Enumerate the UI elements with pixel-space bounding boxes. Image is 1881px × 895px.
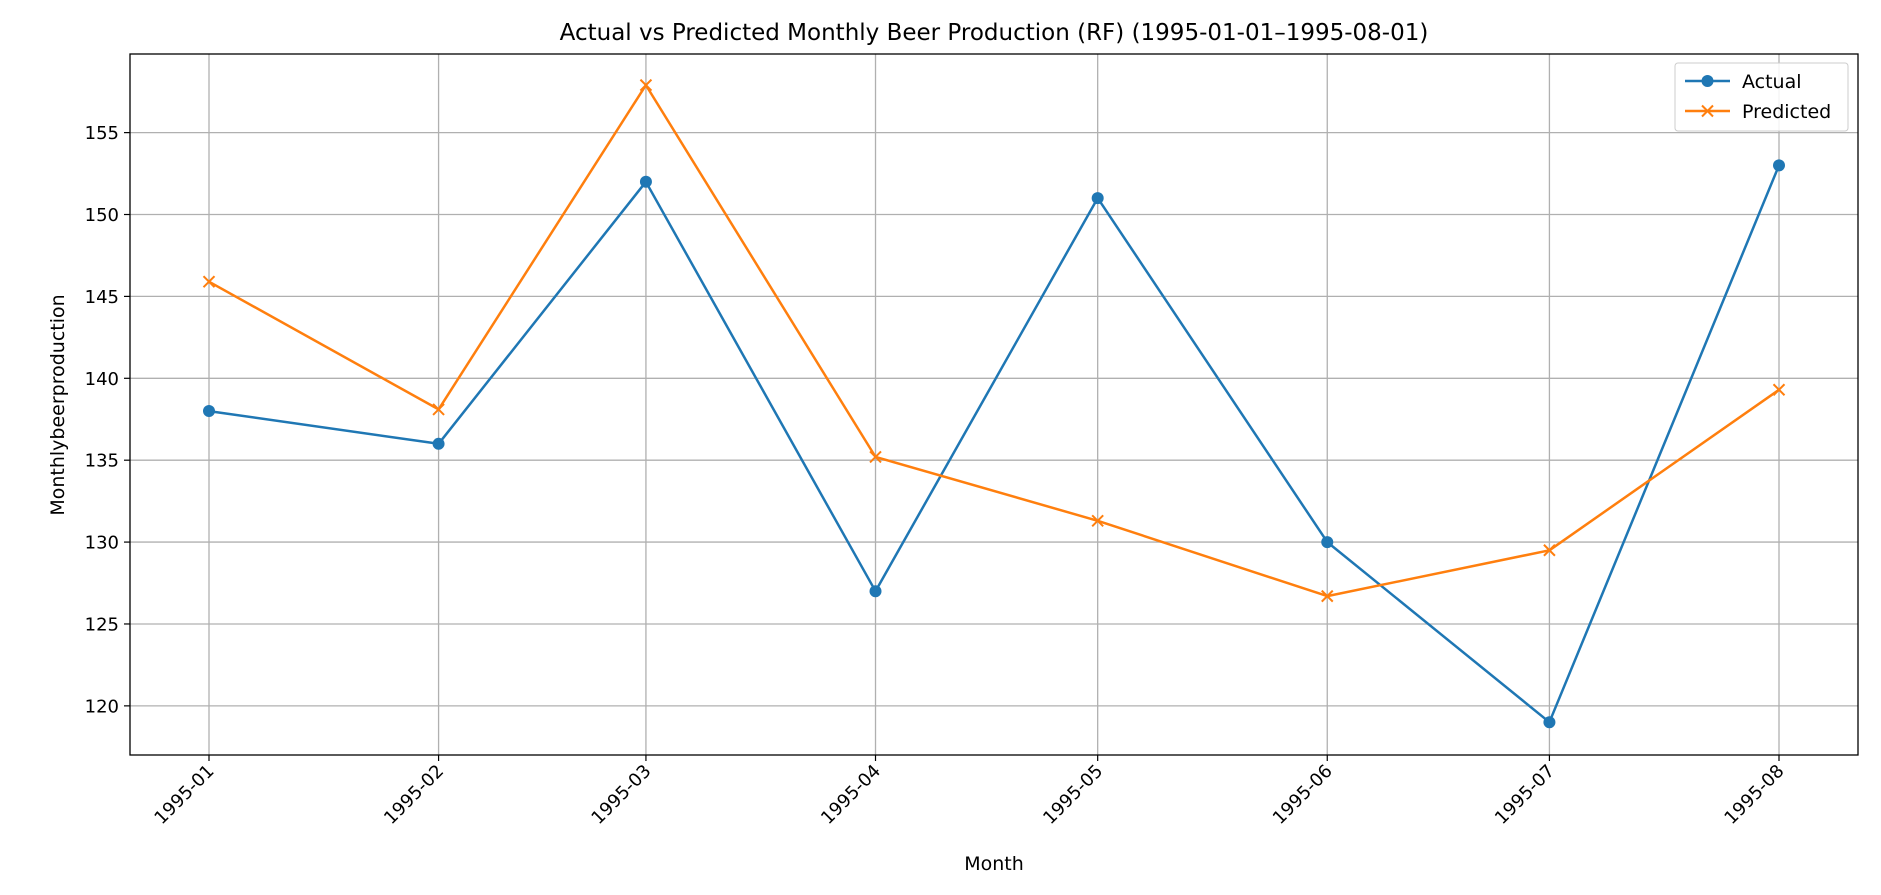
data-point [1321, 536, 1334, 549]
legend-marker-predicted [1701, 104, 1714, 118]
x-tick-label: 1995-07 [1491, 761, 1559, 829]
data-point [203, 405, 215, 418]
x-tick-label: 1995-01 [150, 761, 218, 829]
legend-marker-actual [1701, 75, 1714, 87]
data-point [202, 275, 216, 288]
series-predicted [202, 78, 1786, 603]
legend: Actual Predicted [1674, 62, 1849, 132]
series-actual [203, 159, 1785, 729]
y-tick-label: 140 [85, 369, 119, 390]
y-axis: 120 125 130 135 140 145 150 155 [85, 123, 130, 717]
y-tick-label: 150 [85, 205, 119, 226]
data-point [1543, 716, 1556, 729]
x-tick-label: 1995-08 [1720, 761, 1788, 829]
plot-frame [129, 53, 1859, 756]
legend-label-predicted: Predicted [1742, 101, 1831, 123]
chart-title: Actual vs Predicted Monthly Beer Product… [560, 20, 1429, 46]
data-point [869, 450, 882, 464]
legend-label-actual: Actual [1742, 71, 1802, 93]
series-line-actual [208, 164, 1781, 724]
y-tick-label: 145 [85, 287, 119, 308]
series-line-predicted [208, 83, 1780, 598]
x-tick-label: 1995-06 [1269, 761, 1337, 829]
x-axis: 1995-01 1995-02 1995-03 1995-04 1995-05 1995-… [150, 755, 1789, 829]
y-tick-label: 120 [85, 696, 119, 717]
x-axis-label: Month [964, 853, 1024, 875]
y-axis-label: Monthlybeerproduction [47, 294, 69, 515]
grid [130, 54, 1858, 755]
data-point [432, 403, 445, 416]
y-tick-label: 155 [85, 123, 119, 144]
data-point [1091, 192, 1104, 205]
y-tick-label: 130 [85, 533, 119, 554]
x-tick-label: 1995-02 [380, 761, 448, 829]
data-point [1321, 589, 1334, 603]
series-layer [202, 78, 1786, 729]
data-point [1773, 159, 1785, 172]
y-tick-label: 135 [85, 451, 119, 472]
x-tick-label: 1995-03 [587, 761, 655, 829]
data-point [1543, 544, 1556, 557]
y-tick-label: 125 [85, 614, 119, 635]
data-point [869, 585, 882, 598]
data-point [432, 437, 445, 450]
data-point [1091, 514, 1104, 527]
data-point [639, 175, 652, 188]
data-point [1772, 383, 1786, 396]
x-tick-label: 1995-04 [817, 761, 885, 829]
data-point [639, 78, 653, 92]
x-tick-label: 1995-05 [1039, 761, 1107, 829]
